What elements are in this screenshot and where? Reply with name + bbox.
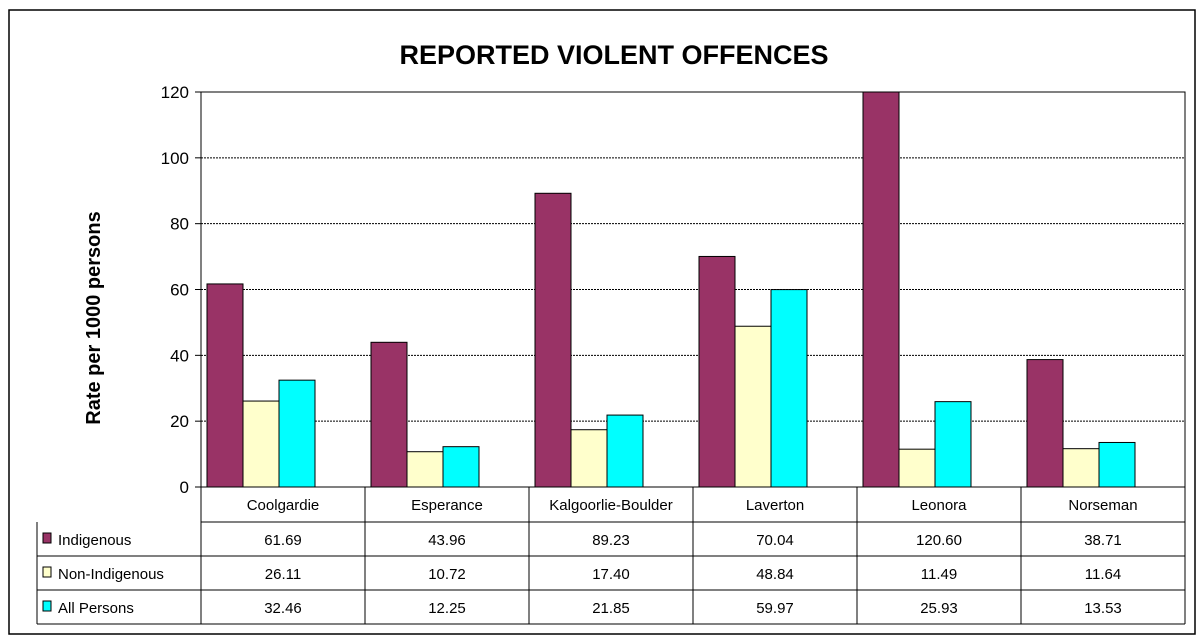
data-label: 17.40 bbox=[592, 566, 630, 583]
bar bbox=[570, 429, 608, 488]
data-label: 38.71 bbox=[1084, 532, 1122, 549]
legend-label: Indigenous bbox=[58, 532, 131, 549]
y-axis-ticks: 0 20 40 60 80 100 120 bbox=[161, 83, 201, 497]
chart-title: REPORTED VIOLENT OFFENCES bbox=[399, 40, 828, 70]
data-label: 120.60 bbox=[916, 532, 962, 549]
data-label: 48.84 bbox=[756, 566, 794, 583]
bar bbox=[242, 400, 280, 488]
bar bbox=[770, 289, 808, 488]
data-label: 25.93 bbox=[920, 600, 958, 617]
data-label: 32.46 bbox=[264, 600, 302, 617]
data-label: 89.23 bbox=[592, 532, 630, 549]
data-label: 21.85 bbox=[592, 600, 630, 617]
x-tick-label: Laverton bbox=[746, 497, 804, 514]
bar bbox=[1062, 448, 1100, 488]
data-table: Coolgardie Esperance Kalgoorlie-Boulder Lav… bbox=[36, 487, 1186, 625]
bar bbox=[1026, 359, 1064, 488]
data-label: 13.53 bbox=[1084, 600, 1122, 617]
y-tick-label: 20 bbox=[170, 412, 189, 431]
bar bbox=[934, 401, 972, 488]
data-label: 11.49 bbox=[921, 566, 957, 583]
bar bbox=[734, 325, 772, 488]
data-label: 11.64 bbox=[1085, 566, 1121, 583]
gridlines bbox=[201, 157, 1185, 422]
legend-label: Non-Indigenous bbox=[58, 566, 164, 583]
y-axis-label: Rate per 1000 persons bbox=[83, 211, 105, 424]
bar bbox=[606, 414, 644, 488]
legend-swatch bbox=[42, 600, 52, 612]
bar bbox=[406, 451, 444, 488]
data-label: 59.97 bbox=[756, 600, 794, 617]
bar bbox=[534, 192, 572, 488]
x-tick-label: Esperance bbox=[411, 497, 483, 514]
bars bbox=[206, 91, 1136, 488]
x-tick-label: Coolgardie bbox=[247, 497, 320, 514]
bar bbox=[370, 341, 408, 488]
legend-swatch bbox=[42, 566, 52, 578]
x-tick-label: Kalgoorlie-Boulder bbox=[549, 497, 672, 514]
x-tick-label: Norseman bbox=[1068, 497, 1137, 514]
y-tick-label: 120 bbox=[161, 83, 189, 102]
data-label: 43.96 bbox=[428, 532, 466, 549]
y-tick-label: 0 bbox=[180, 478, 189, 497]
bar bbox=[206, 283, 244, 488]
bar bbox=[698, 255, 736, 488]
bar bbox=[442, 446, 480, 488]
bar bbox=[862, 91, 900, 488]
y-tick-label: 40 bbox=[170, 346, 189, 365]
legend-label: All Persons bbox=[58, 600, 134, 617]
y-tick-label: 60 bbox=[170, 281, 189, 300]
bar bbox=[278, 379, 316, 488]
bar bbox=[898, 448, 936, 488]
y-tick-label: 100 bbox=[161, 149, 189, 168]
data-label: 10.72 bbox=[428, 566, 466, 583]
data-label: 26.11 bbox=[265, 566, 301, 583]
data-label: 70.04 bbox=[756, 532, 794, 549]
bar bbox=[1098, 441, 1136, 488]
data-label: 61.69 bbox=[264, 532, 302, 549]
data-label: 12.25 bbox=[428, 600, 466, 617]
x-tick-label: Leonora bbox=[911, 497, 967, 514]
legend-swatch bbox=[42, 532, 52, 544]
y-tick-label: 80 bbox=[170, 215, 189, 234]
